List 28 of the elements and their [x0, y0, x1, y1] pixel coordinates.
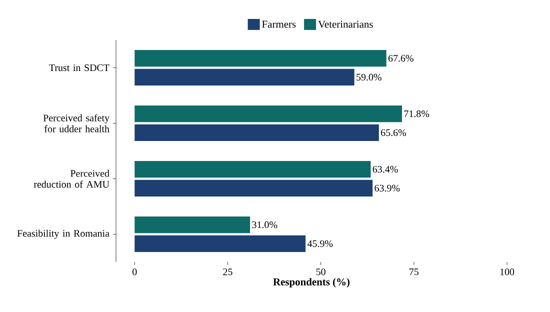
- bar: [134, 68, 354, 86]
- legend-label: Farmers: [262, 20, 296, 28]
- data-label: 31.0%: [252, 221, 278, 228]
- data-label: 63.9%: [374, 184, 400, 192]
- bar: [134, 180, 373, 197]
- data-label: 71.8%: [404, 110, 430, 118]
- y-tick-label: Perceived reduction of AMU: [34, 170, 110, 188]
- y-tick-label: Feasibility in Romania: [17, 230, 110, 239]
- bar: [134, 235, 306, 252]
- x-tick-label: 75: [410, 268, 418, 276]
- x-tick-label: 50: [316, 268, 326, 276]
- bar: [134, 50, 386, 67]
- x-tick-label: 100: [500, 268, 514, 276]
- x-tick-label: 0: [132, 268, 137, 276]
- data-label: 59.0%: [356, 74, 382, 81]
- bar: [134, 216, 250, 234]
- x-axis-title: Respondents (%): [273, 278, 350, 288]
- data-label: 63.4%: [372, 166, 398, 173]
- data-label: 67.6%: [388, 54, 414, 62]
- data-label: 65.6%: [381, 129, 406, 136]
- y-tick-label: Trust in SDCT: [49, 64, 110, 72]
- bar: [134, 105, 402, 122]
- data-label: 45.9%: [307, 240, 333, 248]
- x-tick-label: 25: [223, 268, 232, 276]
- bar: [134, 160, 371, 178]
- legend-label: Veterinarians: [318, 20, 373, 28]
- y-tick-label: Perceived safety for udder health: [43, 114, 110, 132]
- bar: [134, 124, 379, 142]
